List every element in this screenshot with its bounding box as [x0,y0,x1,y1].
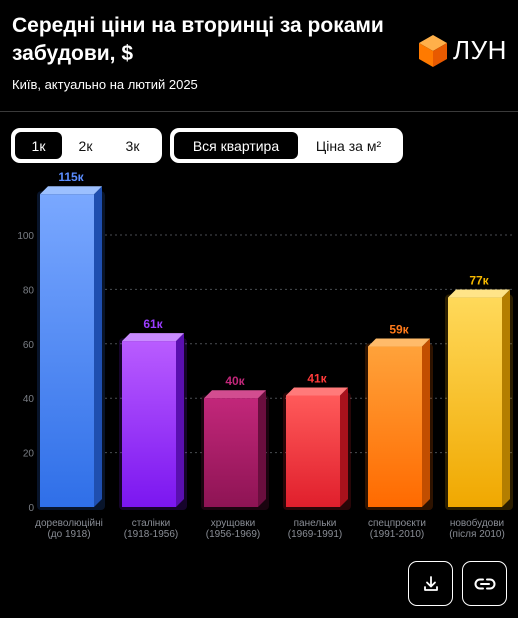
page-title: Середні ціни на вторинці за роками забуд… [12,14,384,65]
data-label: 59к [389,323,409,337]
tab-rooms-2[interactable]: 2к [78,137,93,154]
bar-side [258,390,266,507]
x-tick-label: хрущовки [211,518,255,529]
logo-text: ЛУН [453,35,507,65]
rooms-toggle: 1к 2к 3к [11,128,162,163]
tab-price-per-m2[interactable]: Ціна за м² [315,137,382,154]
logo: ЛУН [417,33,509,69]
data-label: 77к [469,274,489,288]
link-icon [474,578,495,589]
bar-cap [40,186,102,195]
tab-whole-apartment[interactable]: Вся квартира [174,132,298,159]
bar [204,398,258,507]
data-label: 40к [225,374,245,388]
data-label: 61к [143,317,163,331]
bar [448,297,502,507]
x-tick-label: новобудови [450,517,504,529]
price-mode-toggle: Вся квартира Ціна за м² [170,128,403,163]
y-tick-label: 20 [23,449,35,460]
y-tick-label: 60 [23,340,35,351]
bar-chart: 0 20 40 60 80 100 115к дореволюційні(до 1918) 61… [17,170,513,540]
download-button[interactable] [408,561,453,606]
bar-cap [204,390,266,399]
bar [40,194,94,507]
bar-side [422,338,430,507]
header-divider [0,111,518,112]
x-tick-label: спецпроєкти [368,518,426,529]
y-tick-label: 80 [23,285,35,296]
x-tick-label: (після 2010) [449,529,505,540]
bar-cap [122,333,184,342]
x-tick-label: (1969-1991) [288,529,342,540]
page-subtitle: Київ, актуально на лютий 2025 [12,77,198,92]
bar-side [176,333,184,507]
y-tick-label: 0 [28,503,34,514]
x-tick-label: панельки [294,518,337,529]
x-tick-label: сталінки [132,518,171,529]
data-label: 41к [307,371,327,385]
bar-cap [448,289,510,298]
data-label: 115к [58,170,84,184]
bar [368,346,422,507]
x-tick-label: (до 1918) [47,529,90,540]
x-tick-label: (1956-1969) [206,529,260,540]
bar-side [340,387,348,507]
bar-side [502,289,510,507]
x-tick-label: дореволюційні [35,518,103,529]
tab-rooms-3[interactable]: 3к [125,137,140,154]
bar [122,341,176,507]
y-tick-label: 100 [17,231,34,242]
tab-rooms-1[interactable]: 1к [15,132,62,159]
x-tick-label: (1991-2010) [370,529,424,540]
copy-link-button[interactable] [462,561,507,606]
x-tick-label: (1918-1956) [124,529,178,540]
bar-cap [286,387,348,396]
bar-side [94,186,102,507]
bar [286,395,340,507]
y-tick-label: 40 [23,394,35,405]
download-icon [423,575,438,591]
bar-cap [368,338,430,347]
cube-logo-icon [419,35,447,67]
